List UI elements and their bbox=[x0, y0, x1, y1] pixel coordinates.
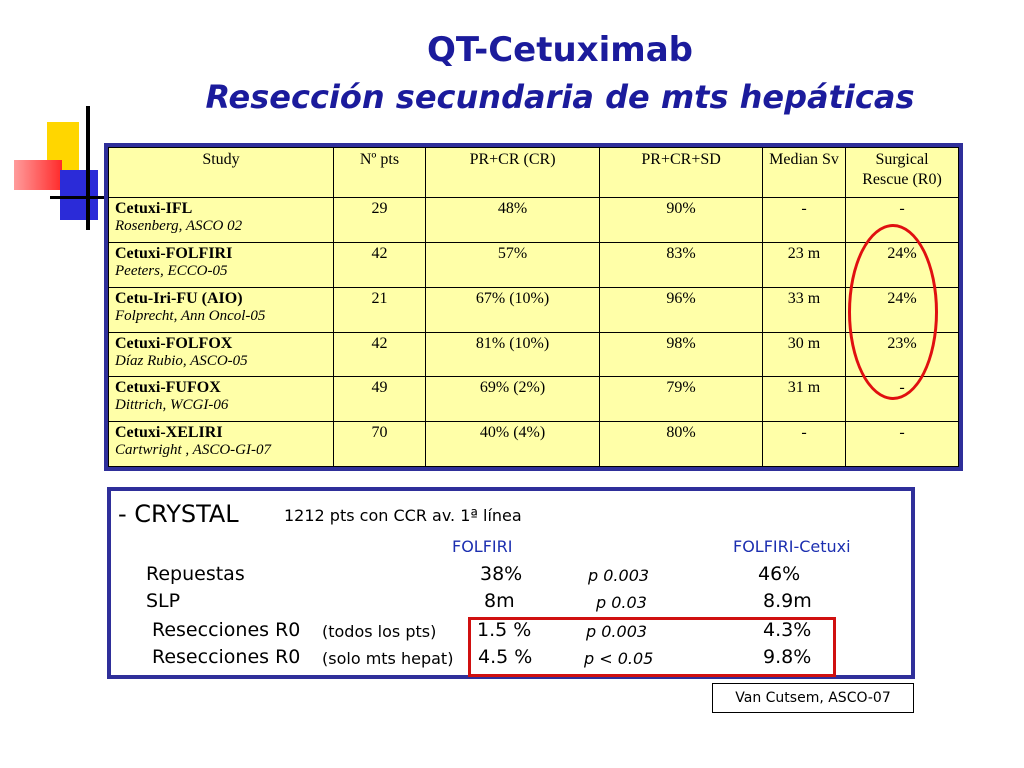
rescue-cell: - bbox=[845, 421, 959, 467]
study-cell: Cetu-Iri-FU (AIO) Folprecht, Ann Oncol-0… bbox=[108, 286, 334, 333]
median-cell: 23 m bbox=[762, 242, 846, 288]
crystal-row-label: SLP bbox=[146, 590, 181, 612]
col-folfiri-cetuxi: FOLFIRI-Cetuxi bbox=[733, 537, 851, 556]
study-cell: Cetuxi-FOLFOX Díaz Rubio, ASCO-05 bbox=[108, 331, 334, 378]
prcrsd-cell: 98% bbox=[599, 331, 763, 378]
pts-cell: 70 bbox=[333, 421, 426, 467]
table-row: Cetuxi-FOLFIRI Peeters, ECCO-05 42 57% 8… bbox=[108, 242, 959, 288]
prcr-cell: 48% bbox=[424, 197, 601, 244]
table-row: Cetuxi-FOLFOX Díaz Rubio, ASCO-05 42 81%… bbox=[108, 331, 959, 378]
study-name: Cetuxi-FOLFOX bbox=[115, 334, 233, 352]
pts-cell: 42 bbox=[333, 242, 426, 288]
study-name: Cetuxi-XELIRI bbox=[115, 424, 223, 442]
median-cell: - bbox=[762, 421, 846, 467]
resection-highlight-box bbox=[468, 617, 836, 677]
median-cell: - bbox=[762, 197, 846, 244]
table-row: Cetuxi-FUFOX Dittrich, WCGI-06 49 69% (2… bbox=[108, 376, 959, 423]
crystal-subheading: 1212 pts con CCR av. 1ª línea bbox=[284, 506, 522, 525]
prcrsd-cell: 79% bbox=[599, 376, 763, 423]
crystal-row-label: Repuestas bbox=[146, 563, 245, 585]
pts-cell: 49 bbox=[333, 376, 426, 423]
pts-cell: 21 bbox=[333, 286, 426, 333]
study-cell: Cetuxi-IFL Rosenberg, ASCO 02 bbox=[108, 197, 334, 244]
prcrsd-cell: 83% bbox=[599, 242, 763, 288]
study-ref: Peeters, ECCO-05 bbox=[115, 263, 228, 280]
study-ref: Rosenberg, ASCO 02 bbox=[115, 218, 243, 235]
crystal-heading: - CRYSTAL bbox=[118, 500, 239, 528]
prcrsd-cell: 96% bbox=[599, 286, 763, 333]
table-row: Cetuxi-XELIRI Cartwright , ASCO-GI-07 70… bbox=[108, 421, 959, 467]
rescue-highlight-ellipse bbox=[848, 224, 938, 400]
decor-blue-square bbox=[60, 170, 98, 220]
study-ref: Dittrich, WCGI-06 bbox=[115, 397, 229, 414]
study-cell: Cetuxi-FUFOX Dittrich, WCGI-06 bbox=[108, 376, 334, 423]
prcr-cell: 40% (4%) bbox=[424, 421, 601, 467]
prcr-cell: 69% (2%) bbox=[424, 376, 601, 423]
study-cell: Cetuxi-FOLFIRI Peeters, ECCO-05 bbox=[108, 242, 334, 288]
crystal-row-v2: 8.9m bbox=[763, 590, 812, 612]
pts-cell: 42 bbox=[333, 331, 426, 378]
study-name: Cetu-Iri-FU (AIO) bbox=[115, 289, 243, 307]
prcr-cell: 67% (10%) bbox=[424, 286, 601, 333]
decor-horizontal-line bbox=[50, 196, 104, 199]
crystal-row-v1: 4.5 % bbox=[478, 646, 533, 668]
header-prcr: PR+CR (CR) bbox=[424, 146, 601, 199]
study-name: Cetuxi-FUFOX bbox=[115, 379, 221, 397]
crystal-row-p: p 0.003 bbox=[588, 566, 650, 585]
crystal-row-p: p < 0.05 bbox=[584, 649, 654, 668]
study-ref: Díaz Rubio, ASCO-05 bbox=[115, 352, 248, 369]
crystal-row-note: (todos los pts) bbox=[322, 622, 437, 641]
crystal-box bbox=[107, 487, 915, 679]
median-cell: 31 m bbox=[762, 376, 846, 423]
study-cell: Cetuxi-XELIRI Cartwright , ASCO-GI-07 bbox=[108, 421, 334, 467]
citation-box: Van Cutsem, ASCO-07 bbox=[712, 683, 914, 713]
header-pts: Nº pts bbox=[333, 146, 426, 199]
prcrsd-cell: 90% bbox=[599, 197, 763, 244]
table-header-row: Study Nº pts PR+CR (CR) PR+CR+SD Median … bbox=[108, 146, 959, 199]
crystal-row-label: Resecciones R0 bbox=[152, 619, 301, 641]
header-study: Study bbox=[108, 146, 334, 199]
decor-red-square bbox=[14, 160, 62, 190]
col-folfiri: FOLFIRI bbox=[452, 537, 513, 556]
slide-title: QT-Cetuximab bbox=[427, 30, 693, 70]
studies-table-container: Study Nº pts PR+CR (CR) PR+CR+SD Median … bbox=[104, 143, 963, 471]
prcr-cell: 57% bbox=[424, 242, 601, 288]
crystal-row-v2: 4.3% bbox=[763, 619, 812, 641]
pts-cell: 29 bbox=[333, 197, 426, 244]
median-cell: 30 m bbox=[762, 331, 846, 378]
studies-table: Study Nº pts PR+CR (CR) PR+CR+SD Median … bbox=[108, 146, 959, 467]
decor-vertical-line bbox=[86, 106, 90, 230]
prcr-cell: 81% (10%) bbox=[424, 331, 601, 378]
study-name: Cetuxi-IFL bbox=[115, 200, 193, 218]
crystal-row-v2: 46% bbox=[758, 563, 801, 585]
prcrsd-cell: 80% bbox=[599, 421, 763, 467]
crystal-row-p: p 0.03 bbox=[596, 593, 647, 612]
crystal-row-v1: 1.5 % bbox=[477, 619, 532, 641]
study-ref: Folprecht, Ann Oncol-05 bbox=[115, 307, 266, 324]
header-median: Median Sv bbox=[762, 146, 846, 199]
header-rescue: Surgical Rescue (R0) bbox=[845, 146, 959, 199]
crystal-row-v1: 8m bbox=[484, 590, 515, 612]
crystal-row-note: (solo mts hepat) bbox=[322, 649, 454, 668]
study-name: Cetuxi-FOLFIRI bbox=[115, 245, 233, 263]
table-row: Cetuxi-IFL Rosenberg, ASCO 02 29 48% 90%… bbox=[108, 197, 959, 244]
header-prcrsd: PR+CR+SD bbox=[599, 146, 763, 199]
median-cell: 33 m bbox=[762, 286, 846, 333]
crystal-row-p: p 0.003 bbox=[586, 622, 648, 641]
slide-subtitle: Resección secundaria de mts hepáticas bbox=[205, 78, 915, 116]
study-ref: Cartwright , ASCO-GI-07 bbox=[115, 442, 271, 459]
crystal-row-v2: 9.8% bbox=[763, 646, 812, 668]
crystal-row-label: Resecciones R0 bbox=[152, 646, 301, 668]
table-row: Cetu-Iri-FU (AIO) Folprecht, Ann Oncol-0… bbox=[108, 286, 959, 333]
crystal-row-v1: 38% bbox=[480, 563, 523, 585]
